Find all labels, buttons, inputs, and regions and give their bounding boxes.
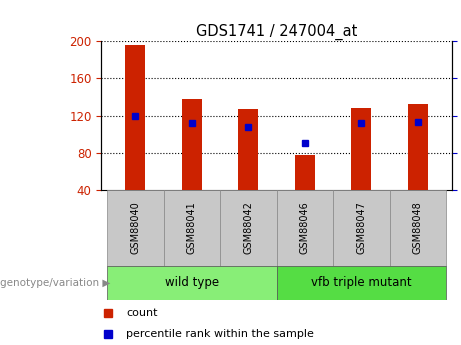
FancyBboxPatch shape xyxy=(164,190,220,266)
Bar xyxy=(408,104,428,190)
Text: GSM88040: GSM88040 xyxy=(130,201,140,254)
FancyBboxPatch shape xyxy=(277,190,333,266)
FancyBboxPatch shape xyxy=(220,190,277,266)
Text: count: count xyxy=(126,308,158,318)
Text: GSM88046: GSM88046 xyxy=(300,201,310,254)
Text: GSM88042: GSM88042 xyxy=(243,201,254,254)
Bar xyxy=(295,155,315,190)
FancyBboxPatch shape xyxy=(390,190,446,266)
FancyBboxPatch shape xyxy=(333,190,390,266)
Title: GDS1741 / 247004_at: GDS1741 / 247004_at xyxy=(196,24,357,40)
Text: GSM88041: GSM88041 xyxy=(187,201,197,254)
FancyBboxPatch shape xyxy=(107,190,164,266)
Text: genotype/variation ▶: genotype/variation ▶ xyxy=(0,278,110,288)
FancyBboxPatch shape xyxy=(107,266,277,300)
Bar xyxy=(125,45,145,190)
Text: GSM88047: GSM88047 xyxy=(356,201,366,254)
Bar xyxy=(238,109,258,190)
Text: percentile rank within the sample: percentile rank within the sample xyxy=(126,329,314,339)
Text: GSM88048: GSM88048 xyxy=(413,201,423,254)
FancyBboxPatch shape xyxy=(277,266,446,300)
Bar xyxy=(351,108,371,190)
Bar xyxy=(182,99,202,190)
Text: wild type: wild type xyxy=(165,276,219,289)
Text: vfb triple mutant: vfb triple mutant xyxy=(311,276,412,289)
